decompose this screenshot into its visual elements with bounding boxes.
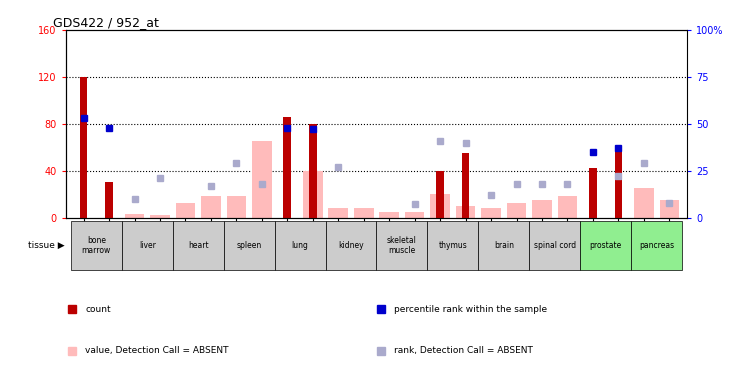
Bar — [173, 221, 224, 270]
Bar — [631, 221, 682, 270]
Bar — [309, 124, 317, 218]
Text: skeletal
muscle: skeletal muscle — [387, 236, 417, 255]
Text: lung: lung — [292, 241, 308, 250]
Bar — [580, 221, 631, 270]
Bar — [328, 208, 348, 218]
Bar — [431, 194, 450, 217]
Bar — [275, 221, 325, 270]
Bar — [532, 200, 552, 217]
Bar — [125, 214, 144, 217]
Bar — [405, 211, 425, 217]
Bar — [175, 203, 195, 217]
Bar — [227, 196, 246, 217]
Text: value, Detection Call = ABSENT: value, Detection Call = ABSENT — [85, 346, 229, 355]
Text: bone
marrow: bone marrow — [82, 236, 111, 255]
Bar — [456, 206, 475, 218]
Text: prostate: prostate — [589, 241, 622, 250]
Text: heart: heart — [188, 241, 208, 250]
Text: GDS422 / 952_at: GDS422 / 952_at — [53, 16, 159, 29]
Bar — [80, 77, 88, 218]
Bar — [354, 208, 374, 218]
Bar — [379, 211, 399, 217]
Bar — [436, 171, 444, 217]
Bar — [105, 182, 113, 218]
Bar — [481, 208, 501, 218]
Bar — [589, 168, 596, 217]
Text: spinal cord: spinal cord — [534, 241, 576, 250]
Bar — [659, 200, 679, 217]
Text: percentile rank within the sample: percentile rank within the sample — [394, 305, 547, 314]
Text: kidney: kidney — [338, 241, 364, 250]
Text: rank, Detection Call = ABSENT: rank, Detection Call = ABSENT — [394, 346, 533, 355]
Bar — [478, 221, 529, 270]
Bar — [71, 221, 122, 270]
Bar — [634, 188, 654, 218]
Bar — [428, 221, 478, 270]
Bar — [462, 153, 469, 218]
Bar — [507, 203, 526, 217]
Bar — [529, 221, 580, 270]
Bar — [376, 221, 428, 270]
Bar — [303, 171, 322, 217]
Bar — [201, 196, 221, 217]
Text: thymus: thymus — [439, 241, 467, 250]
Bar — [558, 196, 577, 217]
Bar — [615, 147, 622, 218]
Bar — [122, 221, 173, 270]
Text: count: count — [85, 305, 110, 314]
Bar — [252, 141, 272, 218]
Bar — [284, 117, 291, 218]
Bar — [325, 221, 376, 270]
Bar — [150, 215, 170, 217]
Text: tissue ▶: tissue ▶ — [28, 241, 64, 250]
Text: brain: brain — [494, 241, 514, 250]
Bar — [224, 221, 275, 270]
Text: spleen: spleen — [237, 241, 262, 250]
Text: liver: liver — [139, 241, 156, 250]
Text: pancreas: pancreas — [639, 241, 674, 250]
